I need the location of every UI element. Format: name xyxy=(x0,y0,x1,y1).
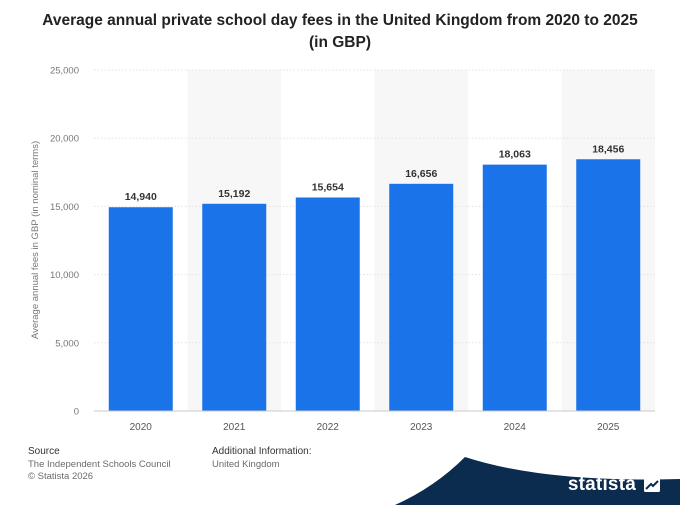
data-label-2020: 14,940 xyxy=(125,191,157,203)
source-value: The Independent Schools Council xyxy=(28,459,171,470)
data-label-2022: 15,654 xyxy=(312,181,344,193)
y-axis-label: Average annual fees in GBP (in nominal t… xyxy=(30,141,41,339)
copyright: © Statista 2026 xyxy=(28,471,94,482)
additional-info-value: United Kingdom xyxy=(212,459,280,470)
additional-info-block: Additional Information: United Kingdom xyxy=(212,446,312,471)
brand-banner xyxy=(395,457,680,505)
bar-2022 xyxy=(295,197,360,411)
x-axis-ticks: 2020 2021 2022 2023 2024 2025 xyxy=(130,422,620,433)
additional-info-label: Additional Information: xyxy=(212,446,312,457)
statista-logo-icon xyxy=(644,478,660,492)
x-tick-label-2022: 2022 xyxy=(317,422,340,433)
y-tick-label: 25,000 xyxy=(50,66,79,77)
y-tick-label: 20,000 xyxy=(50,134,79,145)
bar-2024 xyxy=(482,164,547,411)
x-tick-label-2023: 2023 xyxy=(410,422,433,433)
data-label-2023: 16,656 xyxy=(405,168,437,180)
bar-2021 xyxy=(202,203,267,411)
y-tick-label: 10,000 xyxy=(50,270,79,281)
x-tick-label-2021: 2021 xyxy=(223,422,246,433)
source-label: Source xyxy=(28,446,60,457)
chart-title: Average annual private school day fees i… xyxy=(42,12,638,51)
y-tick-label: 0 xyxy=(74,407,79,418)
x-tick-label-2020: 2020 xyxy=(130,422,153,433)
x-tick-label-2024: 2024 xyxy=(504,422,527,433)
data-label-2024: 18,063 xyxy=(499,149,531,161)
y-tick-label: 15,000 xyxy=(50,202,79,213)
x-tick-label-2025: 2025 xyxy=(597,422,620,433)
data-label-2021: 15,192 xyxy=(218,188,250,200)
source-block: Source The Independent Schools Council ©… xyxy=(28,446,171,483)
brand-name: statista xyxy=(567,474,636,495)
bars xyxy=(108,159,641,411)
y-tick-label: 5,000 xyxy=(55,338,79,349)
y-axis-ticks: 0 5,000 10,000 15,000 20,000 25,000 xyxy=(50,66,79,418)
bar-2023 xyxy=(389,183,454,411)
data-label-2025: 18,456 xyxy=(592,143,624,155)
gridlines xyxy=(94,69,655,344)
data-labels: 14,940 15,192 15,654 16,656 18,063 18,456 xyxy=(125,143,625,203)
bar-2020 xyxy=(108,207,173,411)
bar-2025 xyxy=(576,159,641,411)
